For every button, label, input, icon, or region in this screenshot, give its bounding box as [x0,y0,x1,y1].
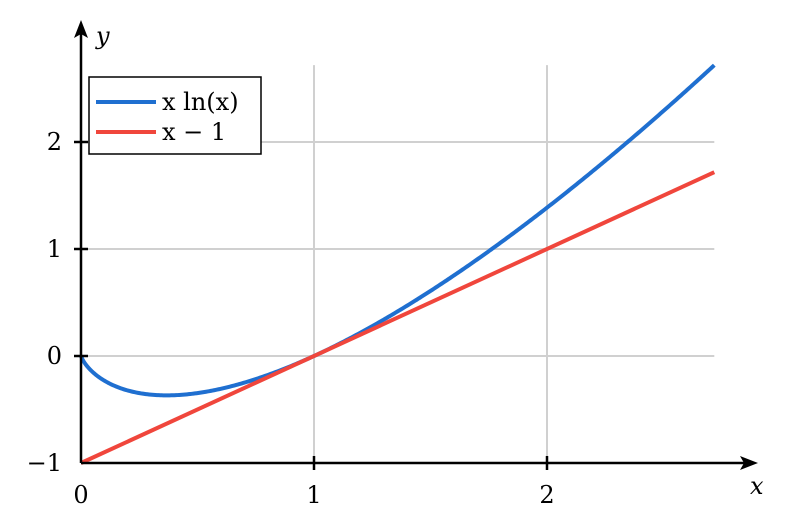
plot-series [79,63,716,465]
x-axis-label: x [750,472,764,500]
legend: x ln(x) x − 1 [88,76,262,155]
y-tick-label-3: 2 [47,128,62,156]
y-tick-label-0: −1 [27,449,62,477]
y-tick-label-1: 0 [47,342,62,370]
axis-ticks: 0 1 2 −1 0 1 2 [27,128,555,509]
axes: x y [74,20,764,500]
series-line-xlnx [79,63,716,398]
legend-label-xlnx: x ln(x) [162,88,239,116]
x-tick-label-2: 2 [539,481,554,509]
y-axis-arrow-icon [74,20,88,38]
y-axis-label: y [95,22,110,50]
x-tick-label-1: 1 [306,481,321,509]
series-line-x-minus-1 [80,170,716,465]
legend-label-x-minus-1: x − 1 [162,118,226,146]
x-axis-arrow-icon [740,456,758,470]
y-tick-label-2: 1 [47,235,62,263]
x-tick-label-0: 0 [73,481,88,509]
legend-box [88,76,262,155]
